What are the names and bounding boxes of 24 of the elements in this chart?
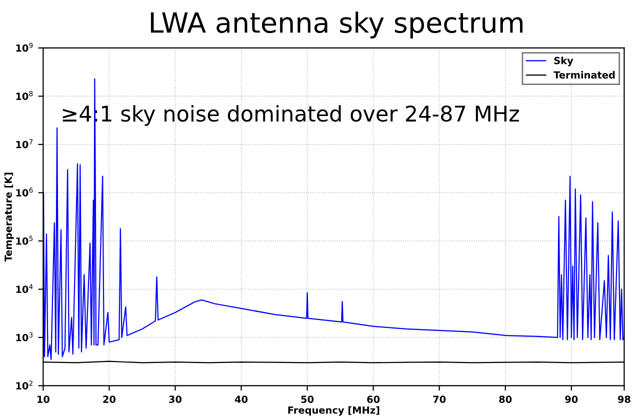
x-tick-label: 40 — [234, 396, 248, 403]
y-tick-label: 10$^{7}$ — [16, 139, 33, 148]
y-tick-label: 10$^{3}$ — [16, 332, 33, 342]
x-tick-label: 90 — [565, 396, 578, 403]
x-axis-title: Frequency [MHz] — [288, 406, 380, 416]
y-tick-label: 10$^{8}$ — [16, 91, 33, 100]
x-tick-label: 30 — [169, 396, 182, 403]
y-tick-label: 10$^{9}$ — [16, 42, 33, 52]
y-tick-label: 10$^{5}$ — [16, 236, 33, 245]
x-tick-label: 20 — [103, 396, 116, 403]
legend-label: Terminated — [554, 71, 615, 79]
x-tick-label: 98 — [618, 396, 630, 403]
x-tick-label: 60 — [367, 396, 380, 403]
y-tick-label: 10$^{2}$ — [16, 380, 32, 390]
x-tick-label: 10 — [38, 396, 50, 403]
y-tick-label: 10$^{6}$ — [16, 188, 33, 196]
line-series — [43, 78, 624, 360]
y-axis-title: Temperature [K] — [4, 172, 14, 262]
legend-label: Sky — [554, 56, 574, 66]
chart-title: LWA antenna sky spectrum — [150, 12, 523, 38]
x-tick-label: 80 — [499, 396, 512, 403]
x-tick-label: 50 — [301, 396, 314, 403]
y-tick-label: 10$^{4}$ — [16, 284, 33, 293]
x-tick-label: 70 — [433, 396, 446, 403]
